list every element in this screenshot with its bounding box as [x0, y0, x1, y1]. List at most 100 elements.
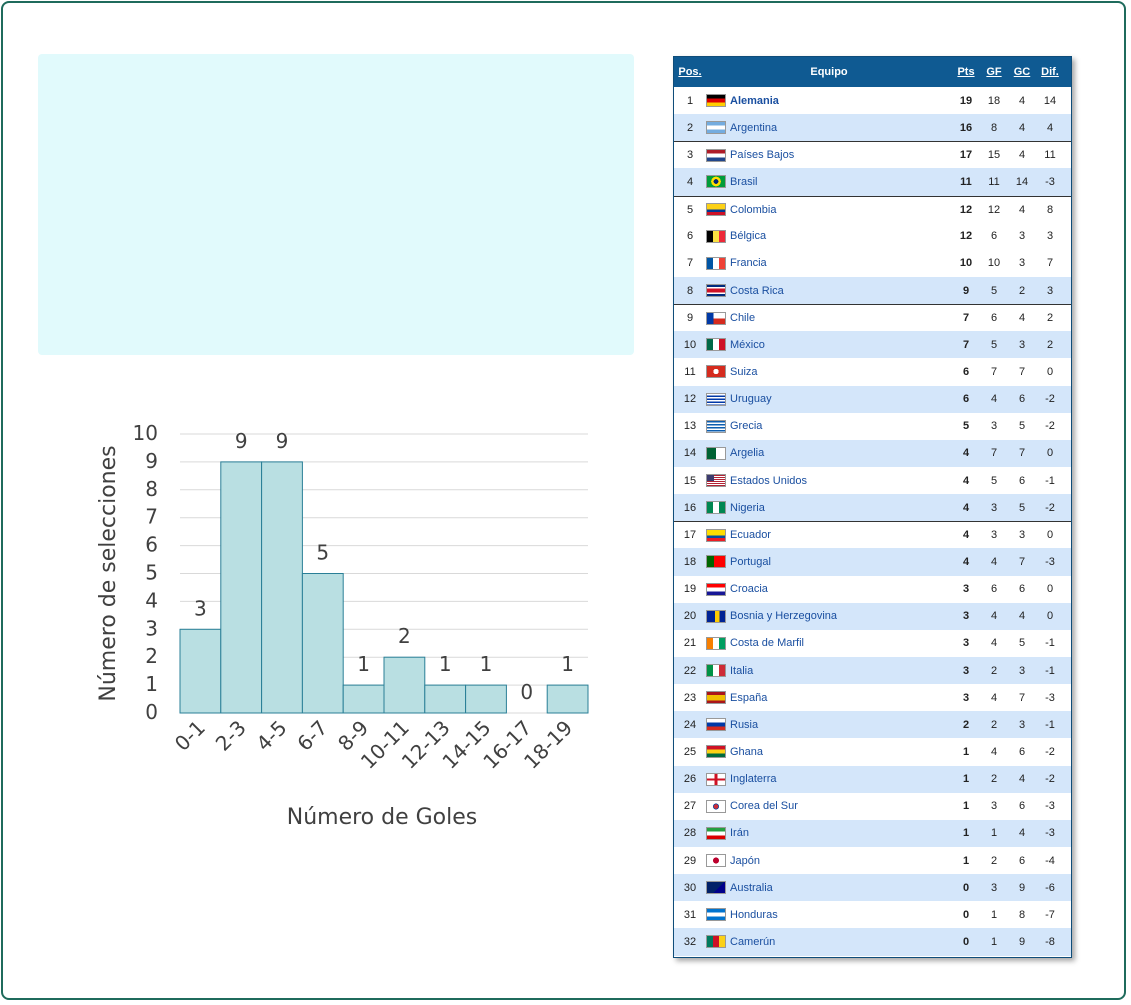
team-link[interactable]: Uruguay: [730, 393, 772, 406]
row-pts: 4: [962, 447, 970, 460]
team-link[interactable]: Japón: [730, 854, 760, 867]
row-gf: 4: [990, 393, 998, 406]
header-team[interactable]: Equipo: [810, 66, 848, 78]
row-gc: 6: [1018, 583, 1026, 596]
chile-flag-icon: [706, 311, 726, 325]
team-link[interactable]: Grecia: [730, 420, 763, 433]
team-link[interactable]: Estados Unidos: [730, 474, 808, 487]
team-link[interactable]: Alemania: [730, 94, 779, 107]
table-row: 13 Grecia 5 3 5 -2: [674, 413, 1071, 440]
row-dif: -3: [1045, 691, 1055, 704]
row-pts: 3: [962, 664, 970, 677]
row-pos: 1: [686, 94, 694, 107]
row-pos: 17: [683, 529, 697, 542]
team-link[interactable]: España: [730, 691, 768, 704]
team-link[interactable]: Croacia: [730, 583, 768, 596]
table-row: 5 Colombia 12 12 4 8: [674, 195, 1071, 223]
team-link[interactable]: Rusia: [730, 718, 759, 731]
row-gf: 1: [990, 827, 998, 840]
row-team: Chile: [706, 311, 952, 325]
team-link[interactable]: Chile: [730, 312, 756, 325]
row-gf: 4: [990, 745, 998, 758]
row-pts: 17: [959, 149, 973, 162]
team-link[interactable]: Nigeria: [730, 501, 765, 514]
row-pos: 16: [683, 501, 697, 514]
team-link[interactable]: México: [730, 338, 765, 351]
team-link[interactable]: Inglaterra: [730, 773, 777, 786]
x-tick-label: 6-7: [292, 716, 332, 756]
header-gc[interactable]: GC: [1013, 66, 1031, 78]
row-gf: 1: [990, 908, 998, 921]
team-link[interactable]: Costa Rica: [730, 284, 784, 297]
row-pts: 0: [962, 881, 970, 894]
row-gc: 5: [1018, 501, 1026, 514]
team-link[interactable]: Italia: [730, 664, 754, 677]
row-pts: 10: [959, 257, 973, 270]
row-gf: 6: [990, 312, 998, 325]
row-pos: 18: [683, 555, 697, 568]
header-pts[interactable]: Pts: [957, 66, 975, 78]
y-axis-title: Número de selecciones: [96, 445, 121, 701]
team-link[interactable]: Colombia: [730, 203, 777, 216]
team-link[interactable]: Ghana: [730, 745, 764, 758]
row-gf: 7: [990, 365, 998, 378]
team-link[interactable]: Bélgica: [730, 230, 767, 243]
team-link[interactable]: Bosnia y Herzegovina: [730, 610, 838, 623]
table-body: 1 Alemania 19 18 4 14 2 Argentina 16 8 4 4 3 Países B…: [674, 87, 1071, 956]
table-row: 30 Australia 0 3 9 -6: [674, 874, 1071, 902]
row-pts: 2: [962, 718, 970, 731]
row-gc: 7: [1018, 365, 1026, 378]
team-link[interactable]: Suiza: [730, 365, 758, 378]
netherlands-flag-icon: [706, 148, 726, 162]
row-gf: 11: [988, 175, 1000, 188]
team-link[interactable]: Corea del Sur: [730, 800, 798, 813]
team-link[interactable]: Australia: [730, 881, 773, 894]
header-dif[interactable]: Dif.: [1041, 66, 1059, 78]
row-gc: 6: [1018, 474, 1026, 487]
row-gc: 4: [1018, 121, 1026, 134]
row-pts: 1: [962, 745, 970, 758]
russia-flag-icon: [706, 718, 726, 732]
team-link[interactable]: Francia: [730, 257, 767, 270]
team-link[interactable]: Costa de Marfil: [730, 637, 804, 650]
team-link[interactable]: Camerún: [730, 935, 776, 948]
table-row: 21 Costa de Marfil 3 4 5 -1: [674, 630, 1071, 657]
y-tick-label: 2: [145, 644, 158, 668]
team-link[interactable]: Honduras: [730, 908, 778, 921]
team-link[interactable]: Brasil: [730, 175, 758, 188]
data-label: 0: [520, 680, 533, 704]
england-flag-icon: [706, 772, 726, 786]
x-tick-label: 0-1: [170, 716, 210, 756]
row-team: Colombia: [706, 203, 952, 217]
croatia-flag-icon: [706, 582, 726, 596]
row-dif: -1: [1045, 718, 1055, 731]
header-gf[interactable]: GF: [986, 66, 1002, 78]
row-pos: 3: [686, 149, 694, 162]
table-row: 26 Inglaterra 1 2 4 -2: [674, 765, 1071, 793]
row-gf: 3: [990, 529, 998, 542]
header-pos[interactable]: Pos.: [678, 66, 702, 78]
germany-flag-icon: [706, 94, 726, 108]
row-dif: -1: [1045, 637, 1055, 650]
row-pts: 0: [962, 908, 970, 921]
japan-flag-icon: [706, 854, 726, 867]
row-pos: 32: [683, 935, 697, 948]
y-tick-label: 1: [145, 672, 158, 696]
row-dif: 3: [1046, 230, 1054, 243]
team-link[interactable]: Ecuador: [730, 529, 771, 542]
row-team: Brasil: [706, 175, 952, 189]
data-label: 1: [439, 652, 452, 676]
team-link[interactable]: Países Bajos: [730, 149, 795, 162]
team-link[interactable]: Argentina: [730, 121, 778, 134]
table-row: 4 Brasil 11 11 14 -3: [674, 168, 1071, 196]
team-link[interactable]: Irán: [730, 827, 749, 840]
row-gf: 18: [987, 94, 1001, 107]
team-link[interactable]: Portugal: [730, 555, 771, 568]
row-gf: 6: [990, 230, 998, 243]
nigeria-flag-icon: [706, 501, 726, 515]
row-team: Bélgica: [706, 229, 952, 243]
row-dif: 0: [1046, 365, 1054, 378]
row-dif: 3: [1046, 284, 1054, 297]
row-gf: 2: [990, 664, 998, 677]
team-link[interactable]: Argelia: [730, 447, 765, 460]
